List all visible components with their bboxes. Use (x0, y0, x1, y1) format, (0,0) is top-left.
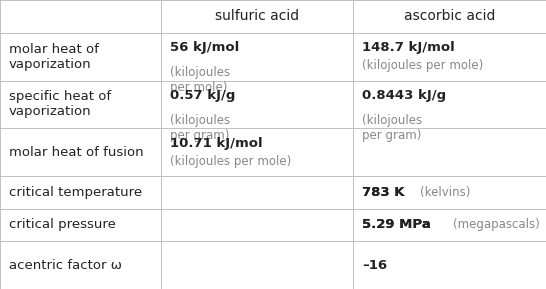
Text: 5.29 MPa: 5.29 MPa (362, 218, 431, 231)
Text: 148.7 kJ/mol: 148.7 kJ/mol (362, 41, 455, 54)
Text: (megapascals): (megapascals) (453, 218, 540, 231)
Text: (kilojoules
per mole): (kilojoules per mole) (170, 66, 230, 94)
Text: 10.71 kJ/mol: 10.71 kJ/mol (170, 137, 263, 150)
Text: molar heat of fusion: molar heat of fusion (9, 146, 144, 159)
Text: (kilojoules
per gram): (kilojoules per gram) (362, 114, 422, 142)
Text: critical pressure: critical pressure (9, 218, 116, 231)
Text: 783 K: 783 K (362, 186, 405, 199)
Text: –16: –16 (362, 259, 387, 272)
Text: critical temperature: critical temperature (9, 186, 142, 199)
Text: 0.57 kJ/g: 0.57 kJ/g (170, 89, 235, 102)
Text: ascorbic acid: ascorbic acid (404, 10, 495, 23)
Text: specific heat of
vaporization: specific heat of vaporization (9, 90, 111, 118)
Text: (kilojoules per mole): (kilojoules per mole) (362, 59, 483, 72)
Text: (kelvins): (kelvins) (419, 186, 470, 199)
Text: sulfuric acid: sulfuric acid (215, 10, 299, 23)
Text: 783 K: 783 K (362, 186, 405, 199)
Text: 5.29 MPa: 5.29 MPa (362, 218, 431, 231)
Text: (kilojoules
per gram): (kilojoules per gram) (170, 114, 230, 142)
Text: (kilojoules per mole): (kilojoules per mole) (170, 155, 291, 168)
Text: acentric factor ω: acentric factor ω (9, 259, 122, 272)
Text: molar heat of
vaporization: molar heat of vaporization (9, 43, 99, 71)
Text: 0.8443 kJ/g: 0.8443 kJ/g (362, 89, 446, 102)
Text: 56 kJ/mol: 56 kJ/mol (170, 41, 239, 54)
